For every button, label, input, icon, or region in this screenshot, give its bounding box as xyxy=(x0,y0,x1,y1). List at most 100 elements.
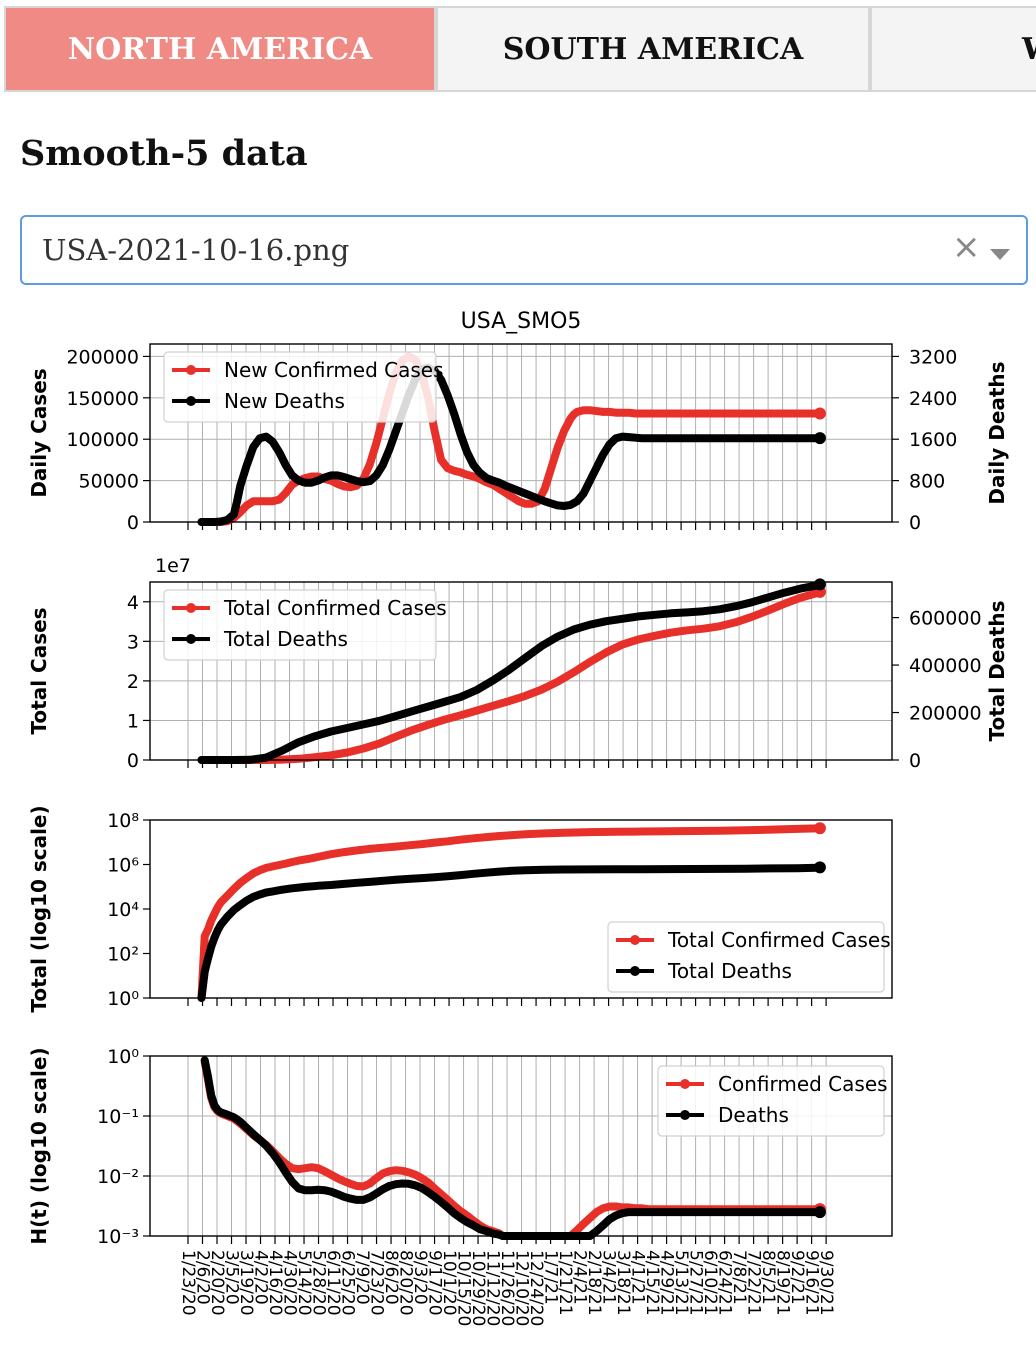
y2-tick-label: 1600 xyxy=(909,429,957,451)
y2-tick-label: 0 xyxy=(909,750,921,772)
x-tick-label: 1/21/21 xyxy=(555,1250,575,1316)
y2-tick-label: 2400 xyxy=(909,388,957,410)
x-tick-label: 11/26/20 xyxy=(497,1250,517,1326)
x-tick-label: 9/16/21 xyxy=(802,1250,822,1316)
x-tick-label: 9/2/21 xyxy=(787,1250,807,1305)
x-tick-label: 4/2/20 xyxy=(251,1250,271,1305)
tab-label: SOUTH AMERICA xyxy=(502,31,804,67)
select-value: USA-2021-10-16.png xyxy=(42,233,350,267)
y-tick-label: 4 xyxy=(127,592,139,614)
x-tick-label: 6/25/20 xyxy=(338,1250,358,1316)
legend-marker xyxy=(186,365,196,375)
series-endpoint xyxy=(813,578,826,591)
y2-axis-label: Daily Deaths xyxy=(985,361,1009,504)
series-endpoint xyxy=(813,432,826,445)
y-tick-label: 0 xyxy=(127,512,139,534)
x-tick-label: 3/4/21 xyxy=(599,1250,619,1305)
legend-marker xyxy=(630,935,640,945)
x-tick-label: 4/29/21 xyxy=(657,1250,677,1316)
series-line xyxy=(197,580,824,764)
clear-icon[interactable]: × xyxy=(952,227,981,267)
x-tick-label: 5/27/21 xyxy=(686,1250,706,1316)
series-endpoint xyxy=(813,822,826,835)
x-tick-label: 7/23/20 xyxy=(367,1250,387,1316)
image-select[interactable]: USA-2021-10-16.png × xyxy=(20,215,1028,285)
y-axis-label: Total (log10 scale) xyxy=(27,805,51,1012)
x-tick-label: 6/11/20 xyxy=(323,1250,343,1316)
legend-label: Total Confirmed Cases xyxy=(223,596,447,620)
x-tick-label: 1/23/20 xyxy=(178,1250,198,1316)
plot-frame xyxy=(149,819,893,999)
plot-frame xyxy=(149,1055,893,1237)
series-line xyxy=(197,363,824,526)
axis-offset-label: 1e7 xyxy=(155,555,191,577)
legend-label: New Confirmed Cases xyxy=(224,358,444,382)
x-tick-label: 4/16/20 xyxy=(265,1250,285,1316)
y-tick-label: 10⁻³ xyxy=(97,1226,139,1248)
x-tick-label: 10/1/20 xyxy=(439,1250,459,1316)
legend-marker xyxy=(186,634,196,644)
chart-title: USA_SMO5 xyxy=(461,309,582,334)
legend-marker xyxy=(186,603,196,613)
y-tick-label: 10⁰ xyxy=(107,1046,139,1068)
legend-label: New Deaths xyxy=(224,389,345,413)
plot-frame xyxy=(149,581,893,761)
legend-marker xyxy=(680,1079,690,1089)
legend-box xyxy=(657,1065,885,1137)
x-tick-label: 7/22/21 xyxy=(744,1250,764,1316)
tab-south-america[interactable]: SOUTH AMERICA xyxy=(436,6,870,92)
y-tick-label: 10⁴ xyxy=(107,899,139,921)
legend-marker xyxy=(186,396,196,406)
y2-axis-label: Total Deaths xyxy=(985,601,1009,742)
series-endpoint xyxy=(813,407,826,420)
series-line xyxy=(197,824,824,1002)
y-tick-label: 50000 xyxy=(79,471,139,493)
x-tick-label: 2/4/21 xyxy=(570,1250,590,1305)
x-tick-label: 4/30/20 xyxy=(280,1250,300,1316)
x-tick-label: 6/24/21 xyxy=(715,1250,735,1316)
y2-tick-label: 3200 xyxy=(909,346,957,368)
y2-tick-label: 400000 xyxy=(909,655,982,677)
series-endpoint xyxy=(813,861,826,874)
y-tick-label: 10⁰ xyxy=(107,988,139,1010)
legend-box xyxy=(163,351,437,423)
smo5-chart: 0500001000001500002000000800160024003200… xyxy=(27,309,1009,1326)
x-tick-label: 10/29/20 xyxy=(468,1250,488,1326)
series-endpoint xyxy=(813,1206,826,1219)
y2-tick-label: 200000 xyxy=(909,703,982,725)
legend-label: Total Deaths xyxy=(667,959,792,983)
x-tick-label: 5/13/21 xyxy=(671,1250,691,1316)
x-tick-label: 4/1/21 xyxy=(628,1250,648,1305)
tab-label: NORTH AMERICA xyxy=(67,31,373,67)
x-tick-label: 9/17/20 xyxy=(425,1250,445,1316)
tab-north-america[interactable]: NORTH AMERICA xyxy=(4,6,436,92)
y-tick-label: 10⁸ xyxy=(107,810,139,832)
tab-label: W xyxy=(1022,32,1036,67)
y-tick-label: 2 xyxy=(127,671,139,693)
x-tick-label: 3/18/21 xyxy=(613,1250,633,1316)
x-tick-label: 4/15/21 xyxy=(642,1250,662,1316)
series-line xyxy=(197,587,824,764)
region-tabs: NORTH AMERICA SOUTH AMERICA W xyxy=(0,6,1036,94)
series-line xyxy=(200,1056,824,1240)
chevron-down-icon[interactable] xyxy=(990,249,1010,260)
y2-tick-label: 0 xyxy=(909,512,921,534)
x-tick-label: 2/18/21 xyxy=(584,1250,604,1316)
x-tick-label: 7/9/20 xyxy=(352,1250,372,1305)
x-tick-label: 3/5/20 xyxy=(222,1250,242,1305)
y-tick-label: 3 xyxy=(127,631,139,653)
y-tick-label: 10⁶ xyxy=(107,855,139,877)
y-tick-label: 150000 xyxy=(66,388,139,410)
x-tick-label: 5/28/20 xyxy=(309,1250,329,1316)
y-axis-label: Total Cases xyxy=(27,607,51,734)
y2-tick-label: 600000 xyxy=(909,608,982,630)
x-tick-label: 3/19/20 xyxy=(236,1250,256,1316)
x-tick-label: 5/14/20 xyxy=(294,1250,314,1316)
x-tick-label: 8/5/21 xyxy=(758,1250,778,1305)
x-tick-label: 8/19/21 xyxy=(773,1250,793,1316)
x-tick-label: 12/24/20 xyxy=(526,1250,546,1326)
x-tick-label: 2/20/20 xyxy=(207,1250,227,1316)
y-tick-label: 10⁻² xyxy=(97,1166,139,1188)
series-line xyxy=(197,863,824,1002)
tab-third-region[interactable]: W xyxy=(870,6,1036,92)
